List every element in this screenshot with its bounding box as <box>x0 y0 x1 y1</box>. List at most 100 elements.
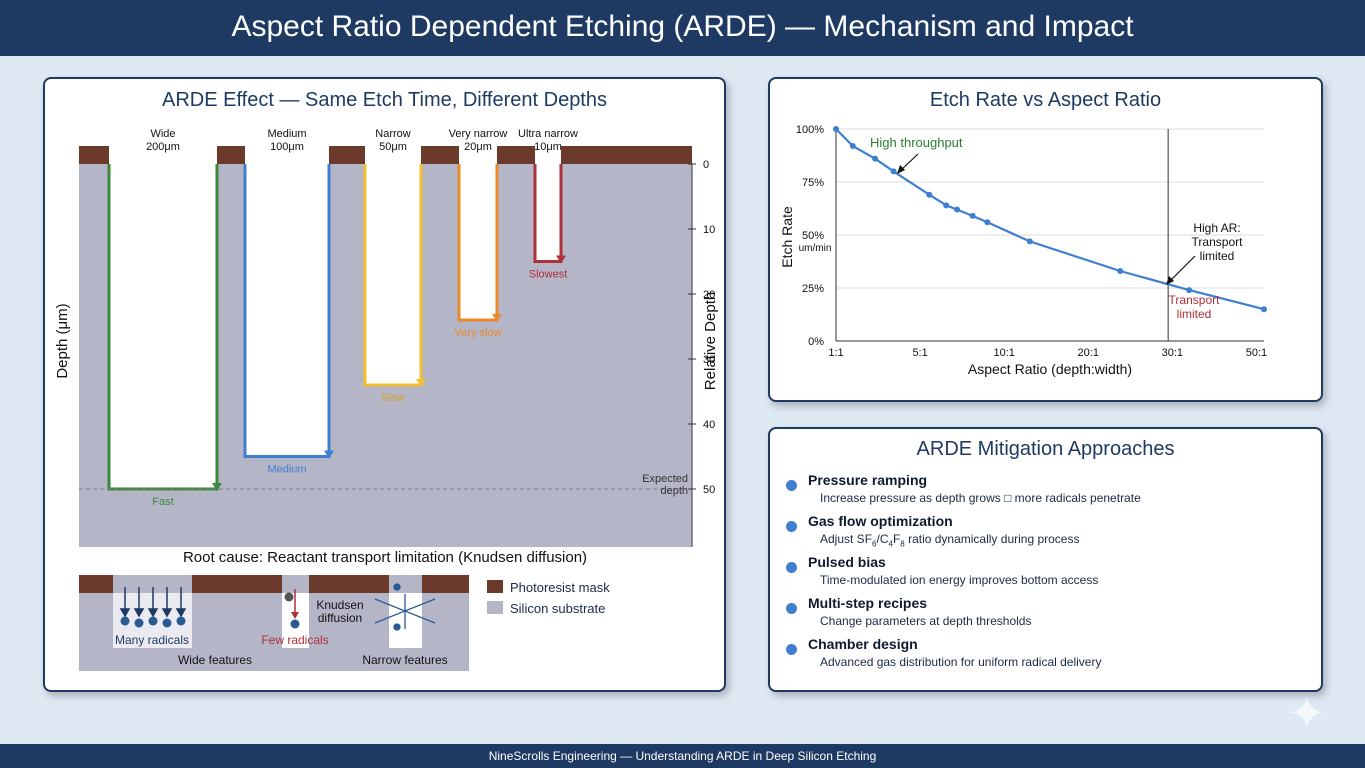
depth-tick-label: 50 <box>703 484 715 496</box>
etch-rate-chart: 0% 25% 50% 75% 100% 1:1 5:1 10:1 20:1 30:1 50:1 Et… <box>779 124 1267 377</box>
high-ar-annotation-1: High AR: <box>1193 221 1240 235</box>
feature-name-label: Ultra narrow <box>518 128 578 140</box>
etch-rate-label: Very slow <box>454 327 501 339</box>
x-tick-label: 20:1 <box>1078 347 1099 359</box>
legend-swatch-substrate <box>487 601 503 614</box>
feature-width-label: 200μm <box>146 141 180 153</box>
many-radicals-label: Many radicals <box>115 633 189 647</box>
data-point <box>1026 238 1033 245</box>
x-axis-label: Aspect Ratio (depth:width) <box>968 361 1132 377</box>
expected-depth-label-2: depth <box>660 485 688 497</box>
arde-panel-title: ARDE Effect — Same Etch Time, Different … <box>162 89 607 111</box>
feature-name-label: Medium <box>267 128 306 140</box>
mitigation-item-desc: Time-modulated ion energy improves botto… <box>820 573 1099 587</box>
photoresist-mask <box>329 146 365 164</box>
knudsen-label-2: diffusion <box>318 611 362 625</box>
knudsen-label-1: Knudsen <box>316 598 363 612</box>
bullet-icon <box>786 644 797 655</box>
feature-width-label: 10μm <box>534 141 562 153</box>
photoresist-mask <box>561 146 692 164</box>
desc-text: F <box>892 532 901 546</box>
high-throughput-annotation: High throughput <box>870 135 963 150</box>
data-point <box>872 155 879 162</box>
etch-arrow-icon <box>556 255 566 264</box>
y-axis-label: Etch Rate <box>779 206 795 268</box>
feature-name-label: Very narrow <box>449 128 508 140</box>
radical-dots <box>120 616 186 628</box>
bullet-icon <box>786 562 797 573</box>
mitigation-item-title: Pressure ramping <box>808 472 928 488</box>
trench-opening <box>109 146 217 489</box>
data-point <box>943 202 950 209</box>
left-axis-label: Depth (μm) <box>54 303 71 378</box>
arde-diagram: Wide200μmFastMedium100μmMediumNarrow50μm… <box>54 128 719 671</box>
data-point <box>1261 306 1267 313</box>
high-ar-annotation-3: limited <box>1200 249 1235 263</box>
trench-outline <box>363 164 423 387</box>
right-axis-label: Relative Depth <box>702 292 719 390</box>
subscript: 4 <box>888 539 893 549</box>
etch-arrow-icon <box>324 450 334 459</box>
wide-features-label: Wide features <box>178 653 252 667</box>
mitigation-item-desc: Change parameters at depth thresholds <box>820 614 1032 628</box>
depth-tick-label: 20 <box>703 289 715 301</box>
photoresist-mask <box>217 146 245 164</box>
photoresist-mask <box>79 146 109 164</box>
page-title: Aspect Ratio Dependent Etching (ARDE) — … <box>0 0 1365 56</box>
trench-outline <box>533 164 563 263</box>
few-radicals-arrow <box>284 589 300 629</box>
y-tick-label: 25% <box>802 283 824 295</box>
mitigation-item-desc: Advanced gas distribution for uniform ra… <box>820 655 1102 669</box>
arde-effect-panel: ARDE Effect — Same Etch Time, Different … <box>43 77 726 692</box>
desc-text: /C <box>876 532 889 546</box>
y-tick-label: 50% <box>802 230 824 242</box>
x-tick-label: 5:1 <box>912 347 927 359</box>
etch-arrow-icon <box>492 314 502 322</box>
trench-outline <box>457 164 499 322</box>
mitigation-item-desc: Increase pressure as depth grows □ more … <box>820 491 1141 505</box>
data-point <box>849 142 856 149</box>
depth-tick-label: 0 <box>703 159 709 171</box>
mitigation-title: ARDE Mitigation Approaches <box>916 438 1175 460</box>
photoresist-mask <box>421 146 459 164</box>
y-tick-label: 0% <box>808 336 824 348</box>
x-tick-label: 50:1 <box>1246 347 1267 359</box>
legend-swatch-mask <box>487 580 503 593</box>
data-point <box>984 219 991 226</box>
few-radicals-label: Few radicals <box>261 633 328 647</box>
data-point <box>926 191 933 198</box>
data-point <box>1117 268 1124 275</box>
knudsen-arrows <box>374 583 436 631</box>
etch-arrow-icon <box>416 379 426 387</box>
expected-depth-label-1: Expected <box>642 473 688 485</box>
trench-opening <box>365 146 421 385</box>
x-tick-label: 1:1 <box>828 347 843 359</box>
trench-opening <box>245 146 329 457</box>
transport-limited-label-2: limited <box>1177 307 1212 321</box>
y-tick-label: 100% <box>796 124 824 136</box>
etch-rate-panel: Etch Rate vs Aspect Ratio 0% 25% 50% 75% 100… <box>768 77 1323 402</box>
legend-label-substrate: Silicon substrate <box>510 601 606 616</box>
etch-rate-label: Fast <box>152 496 173 508</box>
etch-rate-label: Medium <box>267 464 306 476</box>
narrow-features-label: Narrow features <box>362 653 447 667</box>
x-tick-label: 10:1 <box>993 347 1014 359</box>
etch-rate-label: Slow <box>381 392 405 404</box>
data-point <box>833 126 839 132</box>
etch-rate-label: Slowest <box>529 269 568 281</box>
depth-tick-label: 30 <box>703 354 715 366</box>
transport-limited-label-1: Transport <box>1169 293 1221 307</box>
mitigation-item-title: Gas flow optimization <box>808 513 953 529</box>
mitigation-panel: ARDE Mitigation Approaches Pressure ramp… <box>768 427 1323 692</box>
page-footer: NineScrolls Engineering — Understanding … <box>0 744 1365 768</box>
y-tick-label: 75% <box>802 177 824 189</box>
feature-width-label: 50μm <box>379 141 407 153</box>
desc-text: ratio dynamically during process <box>904 532 1080 546</box>
root-cause-text: Root cause: Reactant transport limitatio… <box>183 549 587 566</box>
subscript: 6 <box>872 539 877 549</box>
etch-arrow-icon <box>212 483 222 491</box>
data-point <box>969 212 976 219</box>
trench-opening <box>459 146 497 320</box>
mitigation-item-desc: Adjust SF6/C4F8 ratio dynamically during… <box>820 532 1079 548</box>
bullet-icon <box>786 521 797 532</box>
